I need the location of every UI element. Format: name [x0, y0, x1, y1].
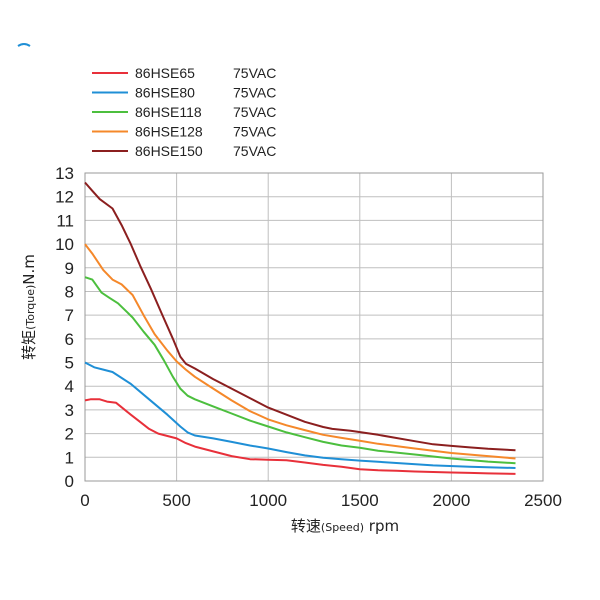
y-tick-label: 0 [65, 472, 74, 491]
y-tick-label: 11 [56, 211, 74, 230]
y-tick-label: 7 [65, 306, 74, 325]
series-line-86hse80 [84, 361, 516, 469]
y-tick-label: 8 [65, 282, 74, 301]
y-tick-label: 5 [65, 354, 74, 373]
series-line-86hse118 [84, 276, 516, 465]
plot-frame [84, 172, 544, 482]
y-tick-label: 1 [65, 448, 74, 467]
legend-entry-name: 86HSE65 [135, 65, 195, 81]
series-line-86hse128 [84, 243, 516, 460]
y-tick-label: 9 [65, 259, 74, 278]
legend-entry-voltage: 75VAC [233, 143, 276, 159]
series-line-86hse65 [84, 398, 516, 475]
decorative-mark [17, 43, 31, 47]
x-tick-label: 2500 [524, 491, 562, 510]
legend-entry-name: 86HSE150 [135, 143, 203, 159]
legend-entry-voltage: 75VAC [233, 65, 276, 81]
x-axis-label: 转速(Speed) rpm [291, 517, 399, 535]
x-tick-label: 500 [162, 491, 190, 510]
legend-entry-voltage: 75VAC [233, 124, 276, 140]
x-tick-label: 2000 [432, 491, 470, 510]
series-line-86hse150 [84, 181, 516, 452]
y-tick-label: 3 [65, 401, 74, 420]
legend-entry-voltage: 75VAC [233, 104, 276, 120]
legend-entry-name: 86HSE118 [135, 104, 202, 120]
legend-entry-name: 86HSE128 [135, 124, 203, 140]
legend-entry-name: 86HSE80 [135, 85, 195, 101]
y-tick-label: 10 [55, 235, 74, 254]
x-tick-label: 1000 [249, 491, 287, 510]
y-tick-label: 6 [65, 330, 74, 349]
y-tick-label: 12 [55, 188, 74, 207]
x-tick-label: 0 [80, 491, 89, 510]
x-tick-labels: 0 500 1000 1500 2000 2500 [80, 491, 562, 510]
plot-border [84, 172, 544, 482]
y-tick-label: 4 [65, 377, 74, 396]
chart-grid [84, 172, 544, 482]
legend-entry-voltage: 75VAC [233, 85, 276, 101]
y-tick-label: 13 [55, 164, 74, 183]
legend: 86HSE65 75VAC 86HSE80 75VAC 86HSE118 75VAC 86H… [92, 65, 276, 159]
y-axis-label: 转矩(Torque)N.m [20, 254, 38, 360]
series-layer [84, 181, 516, 475]
y-tick-label: 2 [65, 425, 74, 444]
x-tick-label: 1500 [341, 491, 379, 510]
